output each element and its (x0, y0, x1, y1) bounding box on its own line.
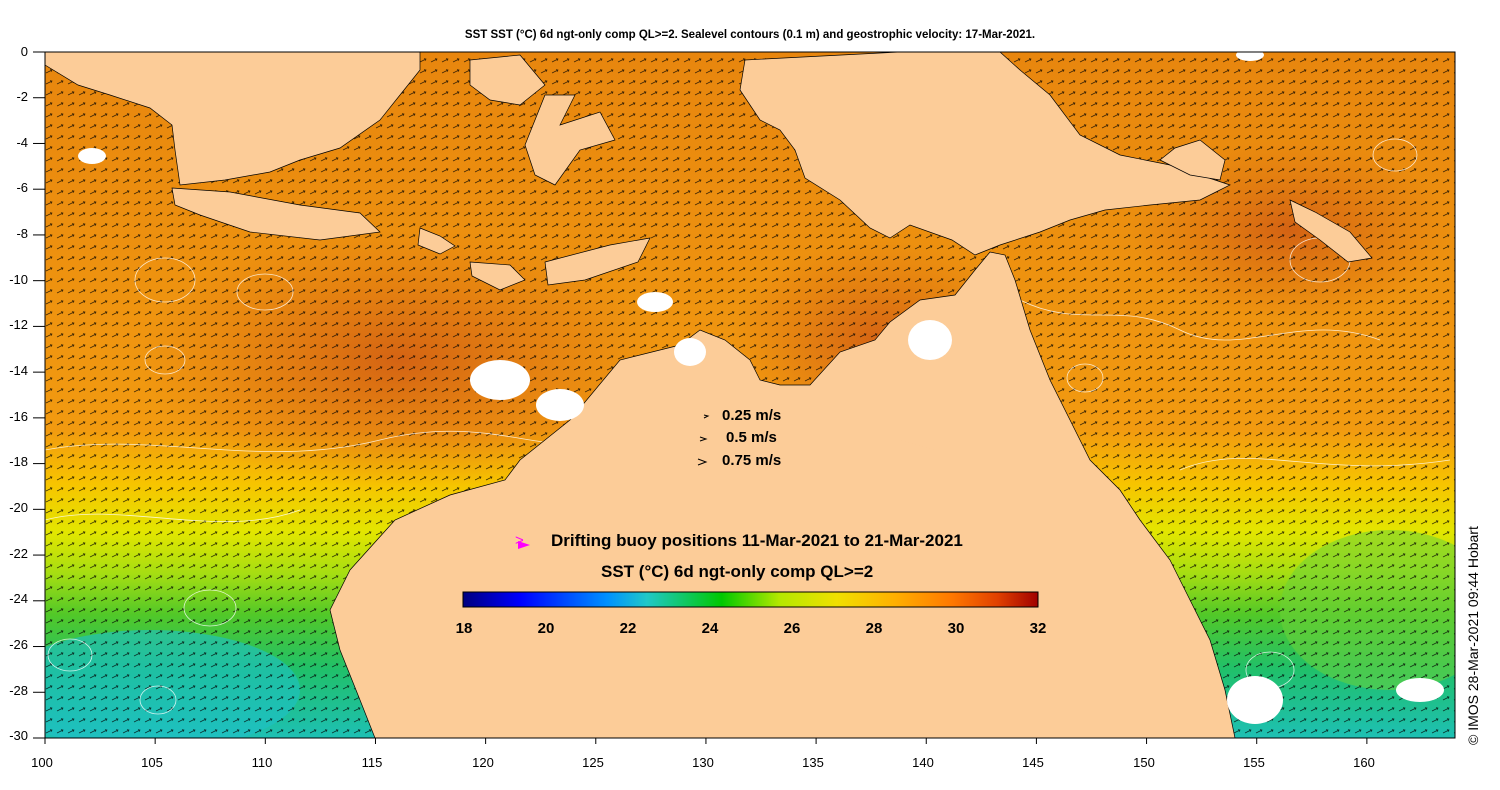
colorbar-tick: 30 (947, 620, 965, 637)
lat-label: -26 (9, 637, 28, 652)
lat-label: -6 (16, 180, 28, 195)
lat-label: -24 (9, 591, 28, 606)
colorbar-tick: 24 (701, 620, 719, 637)
lon-label: 135 (802, 755, 824, 770)
lat-label: -4 (16, 135, 28, 150)
borneo-east (469, 54, 546, 106)
colorbar-tick: 18 (455, 620, 473, 637)
lon-label: 150 (1133, 755, 1155, 770)
java (171, 187, 381, 241)
buoy-legend-marker: > (515, 532, 524, 549)
map-frame (44, 51, 1456, 739)
landmasses (45, 52, 1373, 738)
lat-label: -30 (9, 728, 28, 743)
buoy-legend-label: Drifting buoy positions 11-Mar-2021 to 2… (551, 531, 963, 550)
colorbar-tick: 22 (619, 620, 637, 637)
map-title: SST SST (°C) 6d ngt-only comp QL>=2. Sea… (464, 29, 1036, 41)
cloud-gaps (78, 52, 1444, 724)
lon-label: 145 (1022, 755, 1044, 770)
imos-credit: © IMOS 28-Mar-2021 09:44 Hobart (1465, 526, 1481, 745)
timor (544, 237, 651, 286)
lon-label: 105 (141, 755, 163, 770)
colorbar-tick: 28 (865, 620, 883, 637)
lon-label: 160 (1353, 755, 1375, 770)
solomon-islands (1289, 199, 1373, 263)
lon-label: 155 (1243, 755, 1265, 770)
australia (329, 251, 1236, 738)
velocity-legend-label: 0.5 m/s (726, 429, 777, 446)
colorbar-tick: 32 (1029, 620, 1047, 637)
colorbar-tick: 26 (783, 620, 801, 637)
lat-label: -8 (16, 226, 28, 241)
lon-label: 100 (31, 755, 53, 770)
lon-label: 115 (361, 755, 383, 770)
lon-label: 140 (912, 755, 934, 770)
lat-label: 0 (20, 44, 28, 59)
lat-label: -12 (9, 317, 28, 332)
lon-label: 125 (582, 755, 604, 770)
lat-label: -16 (9, 409, 28, 424)
velocity-arrow-medium (699, 436, 708, 442)
sumatra-borneo-land (45, 52, 421, 186)
velocity-legend-arrows (697, 414, 710, 466)
velocity-legend-label: 0.75 m/s (722, 452, 782, 469)
colorbar-tick: 20 (537, 620, 555, 637)
velocity-arrow-small (703, 414, 710, 419)
new-britain (1159, 139, 1226, 181)
lat-label: -20 (9, 500, 28, 515)
colorbar (462, 591, 1039, 608)
axis-ticks (33, 51, 1368, 744)
bali-lombok (417, 227, 456, 255)
velocity-arrow-large (697, 458, 708, 466)
colorbar-title: SST (°C) 6d ngt-only comp QL>=2 (601, 562, 874, 581)
lon-label: 110 (251, 755, 273, 770)
buoy-marker (518, 541, 530, 549)
lat-label: -2 (16, 89, 28, 104)
lon-label: 120 (472, 755, 494, 770)
velocity-legend-label: 0.25 m/s (722, 407, 782, 424)
lat-label: -18 (9, 454, 28, 469)
lat-label: -10 (9, 272, 28, 287)
lat-label: -14 (9, 363, 28, 378)
sumba (469, 261, 526, 291)
lat-label: -28 (9, 683, 28, 698)
new-guinea (739, 52, 1231, 256)
sulawesi (524, 94, 616, 186)
lat-label: -22 (9, 546, 28, 561)
lon-label: 130 (692, 755, 714, 770)
